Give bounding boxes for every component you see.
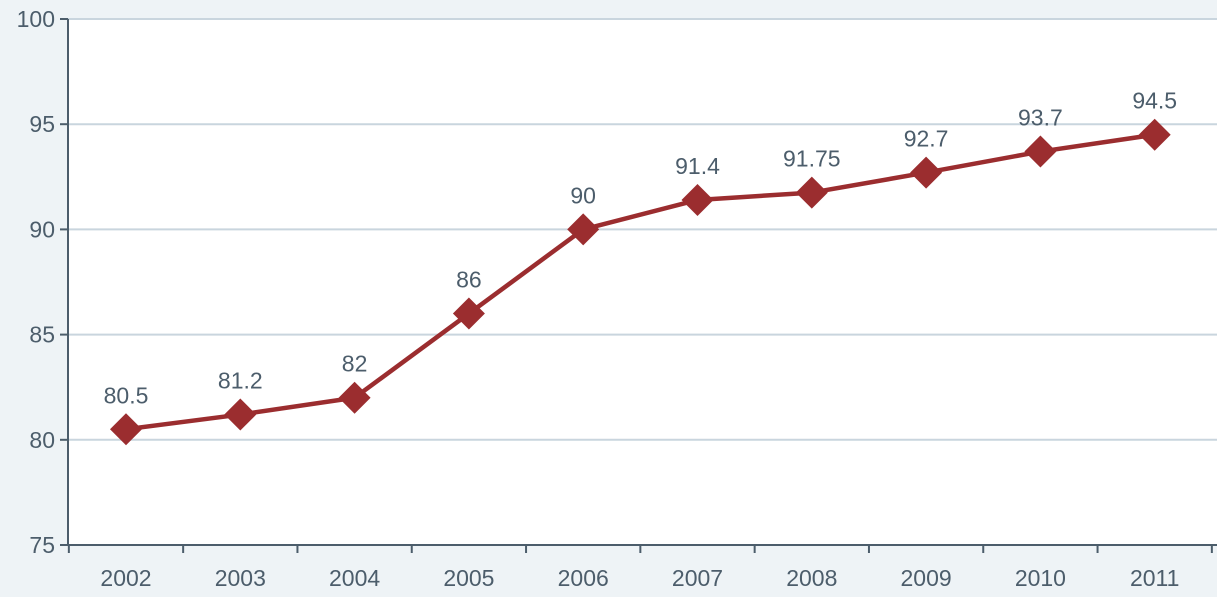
data-label: 80.5 [104, 382, 149, 408]
x-axis-tick-labels: 2002 2003 2004 2005 2006 2007 2008 2009 2010 2011 [100, 565, 1179, 591]
data-point-marker [110, 413, 142, 446]
data-point-marker [224, 398, 257, 431]
x-axis-tick-label: 2004 [329, 565, 380, 591]
axes [60, 18, 1217, 553]
y-axis-tick-label: 80 [29, 427, 55, 453]
data-label: 82 [342, 351, 368, 377]
data-point-marker [681, 183, 714, 216]
data-point-marker [1024, 135, 1057, 168]
data-point-marker [567, 213, 600, 246]
data-point-marker [1138, 118, 1171, 151]
data-point-marker [795, 176, 828, 209]
y-axis-tick-label: 95 [29, 111, 55, 137]
y-axis-tick-label: 100 [17, 6, 55, 32]
x-axis-tick-label: 2006 [558, 565, 609, 591]
x-axis-tick-label: 2008 [786, 565, 837, 591]
data-point-marker [910, 156, 943, 189]
series-line [125, 132, 1156, 432]
data-labels: 80.5 81.2 82 86 90 91.4 91.75 92.7 93.7 94.5 [104, 88, 1177, 409]
y-axis-tick-label: 90 [29, 216, 55, 242]
plot-background [68, 19, 1217, 545]
data-label: 91.4 [675, 153, 720, 179]
data-point-marker [338, 381, 371, 414]
y-axis-tick-label: 85 [29, 322, 55, 348]
data-label: 81.2 [218, 368, 263, 394]
x-axis-tick-label: 2011 [1130, 565, 1179, 591]
data-series [110, 118, 1171, 446]
x-axis-tick-label: 2010 [1015, 565, 1066, 591]
y-axis-tick-labels: 75 80 85 90 95 100 [17, 6, 55, 558]
data-label: 93.7 [1018, 105, 1063, 131]
x-axis-tick-label: 2009 [901, 565, 952, 591]
x-axis-tick-label: 2005 [443, 565, 494, 591]
gridlines [68, 18, 1217, 441]
x-axis-tick-label: 2003 [215, 565, 266, 591]
data-label: 92.7 [904, 126, 949, 152]
data-label: 90 [570, 182, 596, 208]
x-axis-tick-label: 2007 [672, 565, 723, 591]
data-label: 94.5 [1132, 88, 1177, 114]
data-label: 86 [456, 267, 482, 293]
y-axis-tick-label: 75 [29, 532, 55, 558]
data-label: 91.75 [783, 146, 841, 172]
data-point-marker [452, 297, 485, 330]
x-axis-tick-label: 2002 [100, 565, 151, 591]
